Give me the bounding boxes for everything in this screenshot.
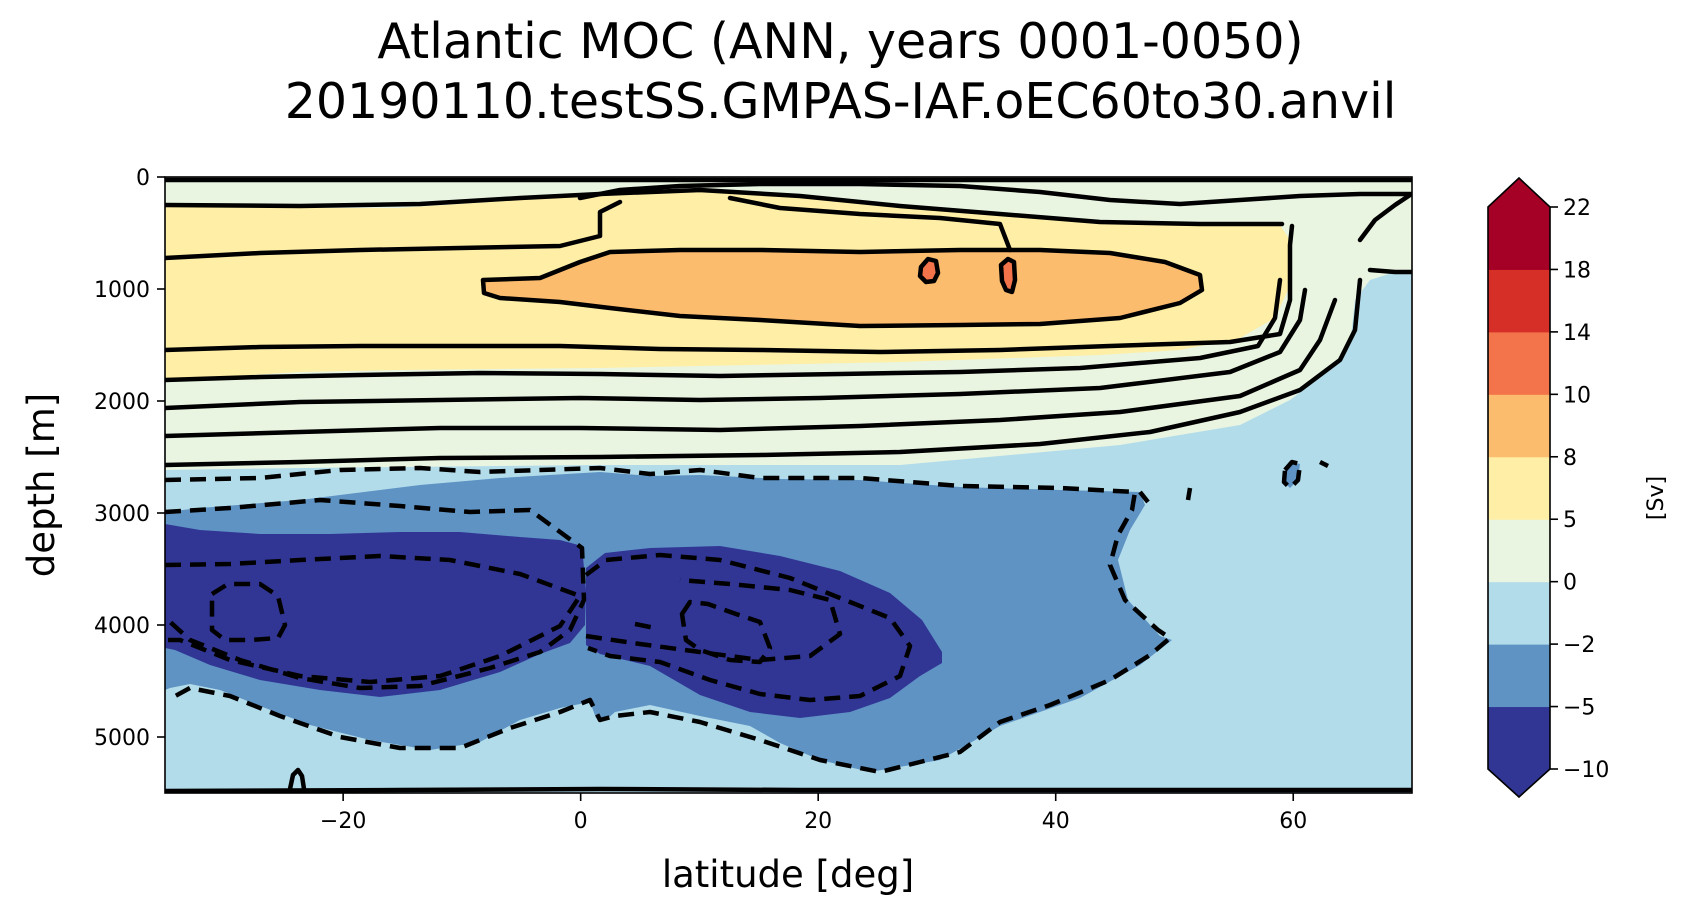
contour-line bbox=[165, 187, 1285, 227]
x-tick-label: −20 bbox=[320, 809, 366, 834]
contour-line bbox=[209, 581, 288, 643]
colorbar-swatch bbox=[1488, 331, 1550, 395]
contour-line bbox=[1318, 459, 1330, 469]
chart-title: Atlantic MOC (ANN, years 0001-0050) 2019… bbox=[0, 12, 1681, 132]
contour-line bbox=[1138, 490, 1150, 504]
contour-line bbox=[1357, 192, 1412, 243]
colorbar-tick-label: 22 bbox=[1563, 196, 1591, 221]
contour-line bbox=[165, 497, 587, 691]
contour-line bbox=[165, 297, 1338, 439]
contour-line bbox=[165, 786, 1412, 793]
colorbar-swatch bbox=[1488, 456, 1550, 520]
colorbar-swatch bbox=[1488, 207, 1550, 270]
y-tick-label: 1000 bbox=[94, 278, 150, 303]
contour-line bbox=[1281, 459, 1303, 491]
contour-line bbox=[917, 256, 941, 285]
y-tick-label: 0 bbox=[136, 166, 150, 191]
x-axis-label: latitude [deg] bbox=[662, 853, 914, 896]
colorbar-swatch bbox=[1488, 519, 1550, 583]
contour-line bbox=[165, 277, 1283, 383]
colorbar: −10 −5 −2 0 5 8 10 14 18 22 bbox=[1487, 176, 1609, 799]
plot-frame bbox=[164, 176, 1413, 794]
colorbar-swatch bbox=[1488, 269, 1550, 333]
colorbar-swatch bbox=[1488, 581, 1550, 645]
colorbar-label: [Sv] bbox=[1644, 476, 1669, 520]
contour-line bbox=[480, 247, 1205, 329]
y-axis-label: depth [m] bbox=[20, 393, 63, 577]
contour-line bbox=[679, 599, 773, 665]
colorbar-tick-label: 5 bbox=[1563, 508, 1577, 533]
y-tick-label: 5000 bbox=[94, 726, 150, 751]
contour-line bbox=[165, 465, 1173, 775]
contour-line bbox=[165, 199, 623, 261]
colorbar-tick-label: 14 bbox=[1563, 321, 1591, 346]
x-tick-label: 40 bbox=[1042, 809, 1070, 834]
y-tick-label: 3000 bbox=[94, 502, 150, 527]
y-tick-label: 2000 bbox=[94, 390, 150, 415]
contour-line bbox=[165, 287, 1308, 411]
plot-area bbox=[165, 177, 1412, 793]
colorbar-tick-label: 0 bbox=[1563, 571, 1577, 596]
y-axis: 0 1000 2000 3000 4000 5000 bbox=[94, 166, 165, 751]
colorbar-extend-under bbox=[1488, 769, 1550, 797]
colorbar-extend-over bbox=[1488, 178, 1550, 207]
contour-line bbox=[727, 195, 1013, 253]
x-tick-label: 0 bbox=[574, 809, 588, 834]
colorbar-tick-label: 8 bbox=[1563, 446, 1577, 471]
colorbar-tick-label: −2 bbox=[1563, 633, 1595, 658]
contour-line bbox=[585, 577, 843, 663]
colorbar-tick-label: −5 bbox=[1563, 696, 1595, 721]
colorbar-swatch bbox=[1488, 644, 1550, 708]
chart-title-line-2: 20190110.testSS.GMPAS-IAF.oEC60to30.anvi… bbox=[284, 73, 1397, 130]
colorbar-swatch bbox=[1488, 706, 1550, 770]
contour-line bbox=[1367, 267, 1412, 275]
contour-line bbox=[584, 552, 913, 703]
contour-region bbox=[165, 524, 586, 697]
y-tick-label: 4000 bbox=[94, 614, 150, 639]
colorbar-tick-label: 10 bbox=[1563, 383, 1591, 408]
chart-title-line-1: Atlantic MOC (ANN, years 0001-0050) bbox=[377, 13, 1304, 70]
contour-line bbox=[1185, 487, 1193, 501]
contour-line bbox=[287, 767, 307, 792]
contour-line bbox=[165, 223, 1295, 355]
contour-line bbox=[577, 181, 1412, 207]
colorbar-tick-label: −10 bbox=[1563, 758, 1609, 783]
x-axis: −20 0 20 40 60 bbox=[320, 793, 1307, 834]
x-tick-label: 20 bbox=[804, 809, 832, 834]
contour-line bbox=[165, 553, 583, 685]
contour-line bbox=[998, 256, 1018, 295]
colorbar-swatch bbox=[1488, 394, 1550, 458]
colorbar-tick-label: 18 bbox=[1563, 258, 1591, 283]
contour-region bbox=[483, 250, 1202, 326]
x-tick-label: 60 bbox=[1279, 809, 1307, 834]
contour-region bbox=[586, 546, 942, 718]
contour-line bbox=[165, 277, 1363, 468]
contour-line bbox=[634, 621, 656, 631]
